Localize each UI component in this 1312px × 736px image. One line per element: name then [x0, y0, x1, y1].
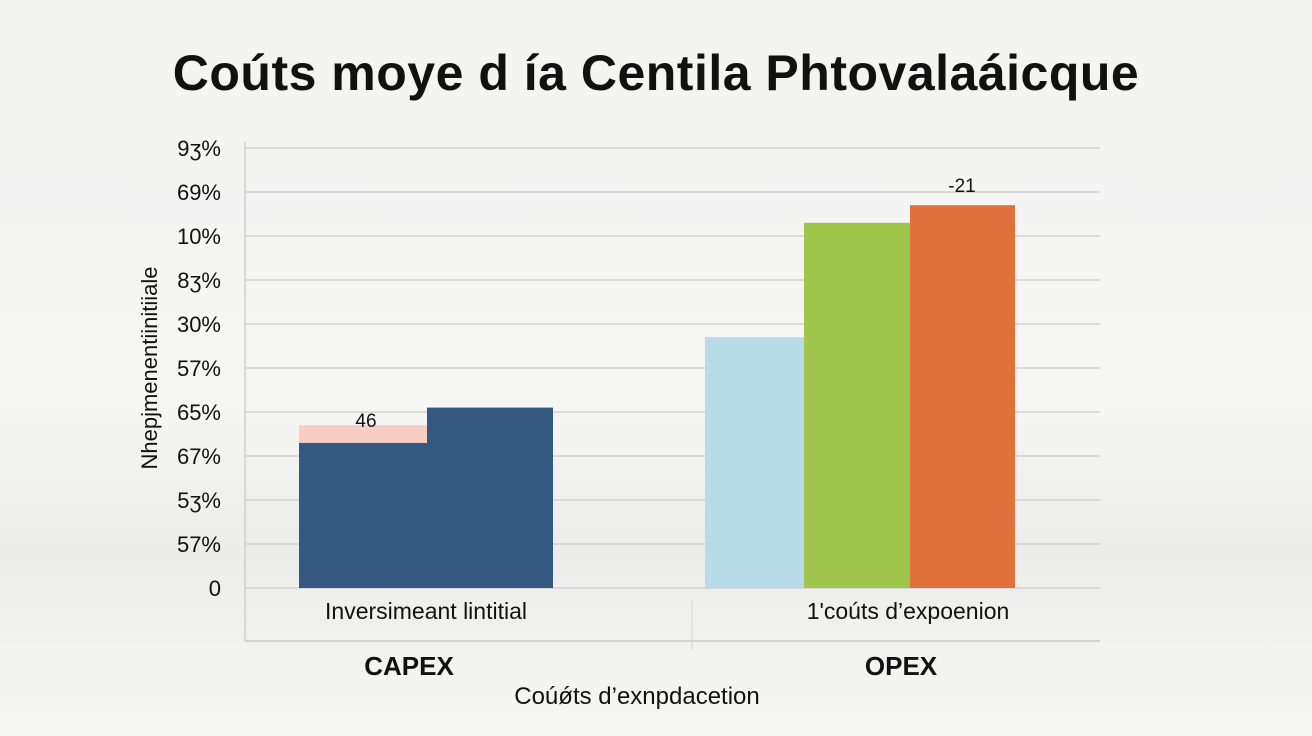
- y-tick-label: 69%: [177, 180, 221, 205]
- bar-opex-1: [804, 222, 910, 589]
- group-label-opex: OPEX: [865, 651, 938, 681]
- y-tick-label: 57%: [177, 532, 221, 557]
- chart-labels: 46 -21 Inversimeant lintitial 1'coúts d’exp…: [137, 176, 1009, 710]
- category-label: Inversimeant lintitial: [325, 598, 527, 624]
- data-label-capex: 46: [355, 411, 376, 432]
- chart-title: Coúts moye d ía Centila Phtovalaáicque: [172, 45, 1140, 101]
- category-label: 1'coúts d’expoenion: [807, 598, 1010, 624]
- y-tick-label: 65%: [177, 400, 221, 425]
- y-tick-label: 0: [209, 576, 221, 601]
- y-tick-label: 10%: [177, 224, 221, 249]
- bar-opex-2: [910, 205, 1015, 588]
- y-tick-label: 57%: [177, 356, 221, 381]
- y-tick-label: 9ʒ%: [177, 136, 221, 161]
- y-tick-label: 5ʒ%: [177, 488, 221, 513]
- y-tick-label: 67%: [177, 444, 221, 469]
- x-axis-label: Coúǿts d’exnpdacetion: [514, 683, 759, 710]
- y-tick-label: 8ʒ%: [177, 268, 221, 293]
- y-axis-label: Nhepjmenentiinitiiale: [137, 266, 162, 469]
- bar-capex-2: [427, 407, 553, 588]
- bar-capex-0: [299, 442, 427, 588]
- y-tick-label: 30%: [177, 312, 221, 337]
- y-tick-labels: 9ʒ% 69% 10% 8ʒ% 30% 57% 65% 67% 5ʒ% 57% 0: [177, 136, 221, 601]
- bar-series: [299, 205, 1015, 589]
- bar-capex-1: [299, 425, 427, 443]
- bar-opex-0: [705, 337, 804, 588]
- group-label-capex: CAPEX: [364, 651, 454, 681]
- data-label-opex: -21: [948, 176, 975, 197]
